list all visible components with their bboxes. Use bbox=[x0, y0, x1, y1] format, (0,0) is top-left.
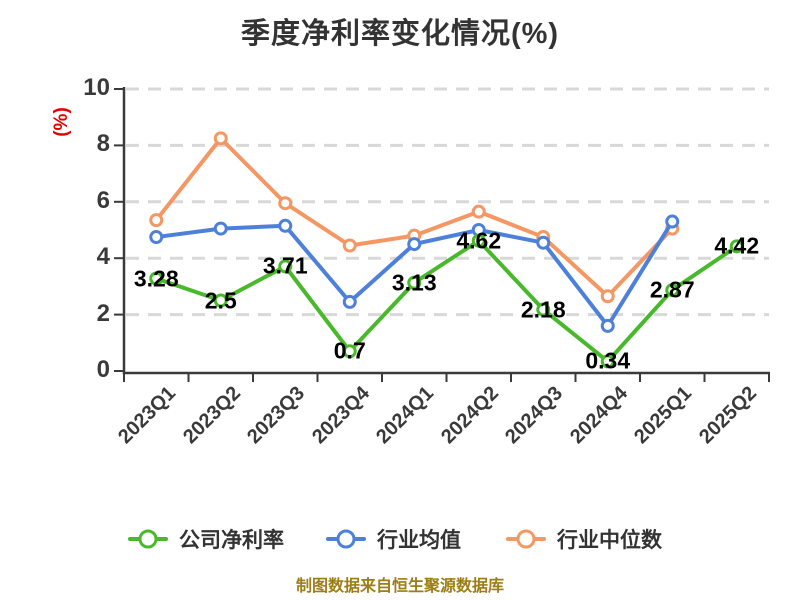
marker-industry-mean-icon bbox=[600, 318, 615, 333]
marker-industry-mean-icon bbox=[665, 214, 680, 229]
data-label: 4.42 bbox=[714, 232, 760, 259]
marker-industry-median-icon bbox=[149, 213, 164, 228]
y-tick-label: 4 bbox=[96, 243, 110, 271]
data-label: 2.5 bbox=[204, 287, 237, 313]
marker-industry-median-icon bbox=[342, 238, 357, 253]
legend-item-company-net-margin: 公司净利率 bbox=[128, 522, 284, 556]
marker-industry-median-icon bbox=[278, 196, 293, 211]
y-tick-label: 0 bbox=[96, 356, 110, 384]
marker-industry-mean-icon bbox=[342, 294, 357, 309]
marker-company-net-margin-icon bbox=[471, 233, 486, 248]
marker-industry-mean-icon bbox=[278, 218, 293, 233]
data-source-note: 制图数据来自恒生聚源数据库 bbox=[295, 578, 504, 595]
marker-company-net-margin-icon bbox=[213, 293, 228, 308]
marker-company-net-margin-icon bbox=[278, 259, 293, 274]
marker-company-net-margin-icon bbox=[149, 271, 164, 286]
data-label: 3.28 bbox=[133, 265, 179, 291]
marker-industry-mean-icon bbox=[149, 230, 164, 245]
marker-company-net-margin-icon bbox=[665, 283, 680, 298]
legend-marker-industry-mean-icon bbox=[326, 528, 366, 550]
data-label: 2.18 bbox=[520, 296, 566, 323]
data-label: 3.71 bbox=[262, 252, 308, 279]
marker-company-net-margin-icon bbox=[342, 344, 357, 359]
chart-title: 季度净利率变化情况(%) bbox=[240, 18, 560, 50]
legend-marker-company-icon bbox=[128, 528, 168, 550]
marker-company-net-margin-icon bbox=[600, 354, 615, 369]
data-label: 0.34 bbox=[585, 347, 631, 374]
marker-company-net-margin-icon bbox=[536, 302, 551, 317]
y-tick-label: 10 bbox=[83, 74, 110, 102]
data-label: 3.13 bbox=[391, 269, 437, 296]
y-tick-label: 6 bbox=[96, 186, 110, 214]
marker-industry-mean-icon bbox=[407, 237, 422, 252]
legend-label-industry-median: 行业中位数 bbox=[557, 529, 662, 552]
legend-item-industry-mean: 行业均值 bbox=[326, 522, 461, 556]
legend-label-industry-mean: 行业均值 bbox=[377, 529, 461, 552]
chart-legend: 公司净利率 行业均值 行业中位数 bbox=[0, 522, 800, 556]
marker-industry-median-icon bbox=[213, 131, 228, 146]
y-tick-label: 8 bbox=[96, 130, 110, 158]
legend-marker-industry-median-icon bbox=[506, 528, 546, 550]
marker-industry-mean-icon bbox=[536, 235, 551, 250]
marker-company-net-margin-icon bbox=[407, 275, 422, 290]
data-label: 2.87 bbox=[649, 276, 695, 303]
line-company-net-margin bbox=[154, 238, 739, 364]
y-tick-label: 2 bbox=[96, 299, 110, 327]
data-label: 0.7 bbox=[333, 337, 366, 364]
marker-industry-mean-icon bbox=[213, 221, 228, 236]
marker-industry-median-icon bbox=[471, 204, 486, 219]
data-label: 4.62 bbox=[456, 227, 502, 254]
legend-label-company: 公司净利率 bbox=[179, 529, 284, 552]
marker-industry-median-icon bbox=[600, 289, 615, 304]
marker-company-net-margin-icon bbox=[729, 239, 744, 254]
legend-item-industry-median: 行业中位数 bbox=[506, 522, 662, 556]
